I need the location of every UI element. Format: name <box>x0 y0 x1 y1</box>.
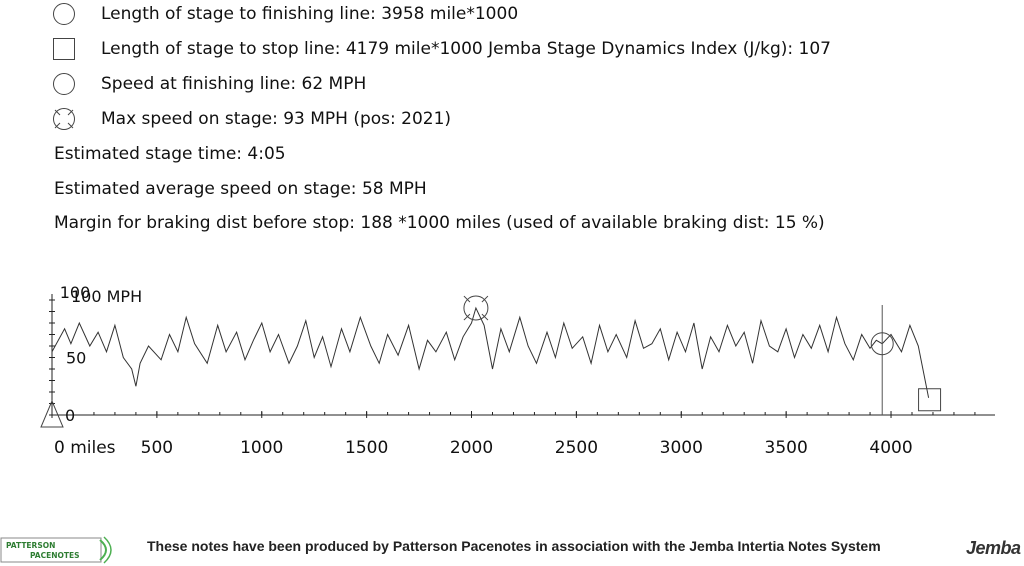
crossed-circle-icon <box>53 108 75 130</box>
chart-markers <box>40 295 942 428</box>
stat-stage-time: Estimated stage time: 4:05 <box>54 144 286 164</box>
stat-braking-margin: Margin for braking dist before stop: 188… <box>54 213 825 233</box>
legend-finish-length-text: Length of stage to finishing line: 3958 … <box>101 4 519 24</box>
x-tick-label-3: 1500 <box>345 438 388 458</box>
y-axis-unit-label: 100 MPH <box>71 287 142 306</box>
y-tick-label-2: 100 <box>60 283 91 302</box>
x-tick-label-0: 0 miles <box>54 438 116 458</box>
legend-max-speed-text: Max speed on stage: 93 MPH (pos: 2021) <box>101 109 452 129</box>
y-tick-label-1: 50 <box>66 349 86 368</box>
max-speed-marker <box>463 295 489 321</box>
patterson-pacenotes-logo: PATTERSON PACENOTES <box>0 536 112 564</box>
max-speed-marker-cross-2 <box>463 313 471 321</box>
footer: PATTERSON PACENOTES These notes have bee… <box>0 530 1024 566</box>
max-speed-marker-cross-1 <box>481 295 489 303</box>
chart-ticks <box>49 299 976 418</box>
speed-series-line <box>51 306 930 398</box>
chart-tick-labels: 0 miles 500 1000 1500 2000 2500 3000 3500 4000 0 5… <box>54 283 913 458</box>
chart-axes <box>51 294 995 416</box>
legend-finish-speed-text: Speed at finishing line: 62 MPH <box>101 74 367 94</box>
circle-icon <box>53 3 75 25</box>
square-icon <box>53 38 75 60</box>
start-triangle-marker <box>40 399 64 428</box>
legend-stop-length-text: Length of stage to stop line: 4179 mile*… <box>101 39 831 59</box>
stop-line-marker <box>918 388 942 412</box>
speed-profile-chart: 0 miles 500 1000 1500 2000 2500 3000 3500 4000 0 5… <box>40 283 995 458</box>
x-tick-label-2: 1000 <box>240 438 283 458</box>
x-tick-label-6: 3000 <box>660 438 703 458</box>
x-tick-label-4: 2000 <box>450 438 493 458</box>
logo-text-top: PATTERSON <box>6 541 55 550</box>
circle-icon <box>53 73 75 95</box>
x-tick-label-8: 4000 <box>869 438 912 458</box>
max-speed-marker-cross-3 <box>481 313 489 321</box>
finish-speed-marker <box>870 332 894 356</box>
max-speed-marker-cross-0 <box>463 295 471 303</box>
jemba-logo: Jemba <box>966 538 1021 558</box>
footer-credit-text: These notes have been produced by Patter… <box>147 538 881 554</box>
x-tick-label-7: 3500 <box>765 438 808 458</box>
x-tick-label-5: 2500 <box>555 438 598 458</box>
logo-text-bottom: PACENOTES <box>30 551 80 560</box>
x-tick-label-1: 500 <box>141 438 173 458</box>
y-tick-label-0: 0 <box>65 406 75 425</box>
stat-average-speed: Estimated average speed on stage: 58 MPH <box>54 179 427 199</box>
